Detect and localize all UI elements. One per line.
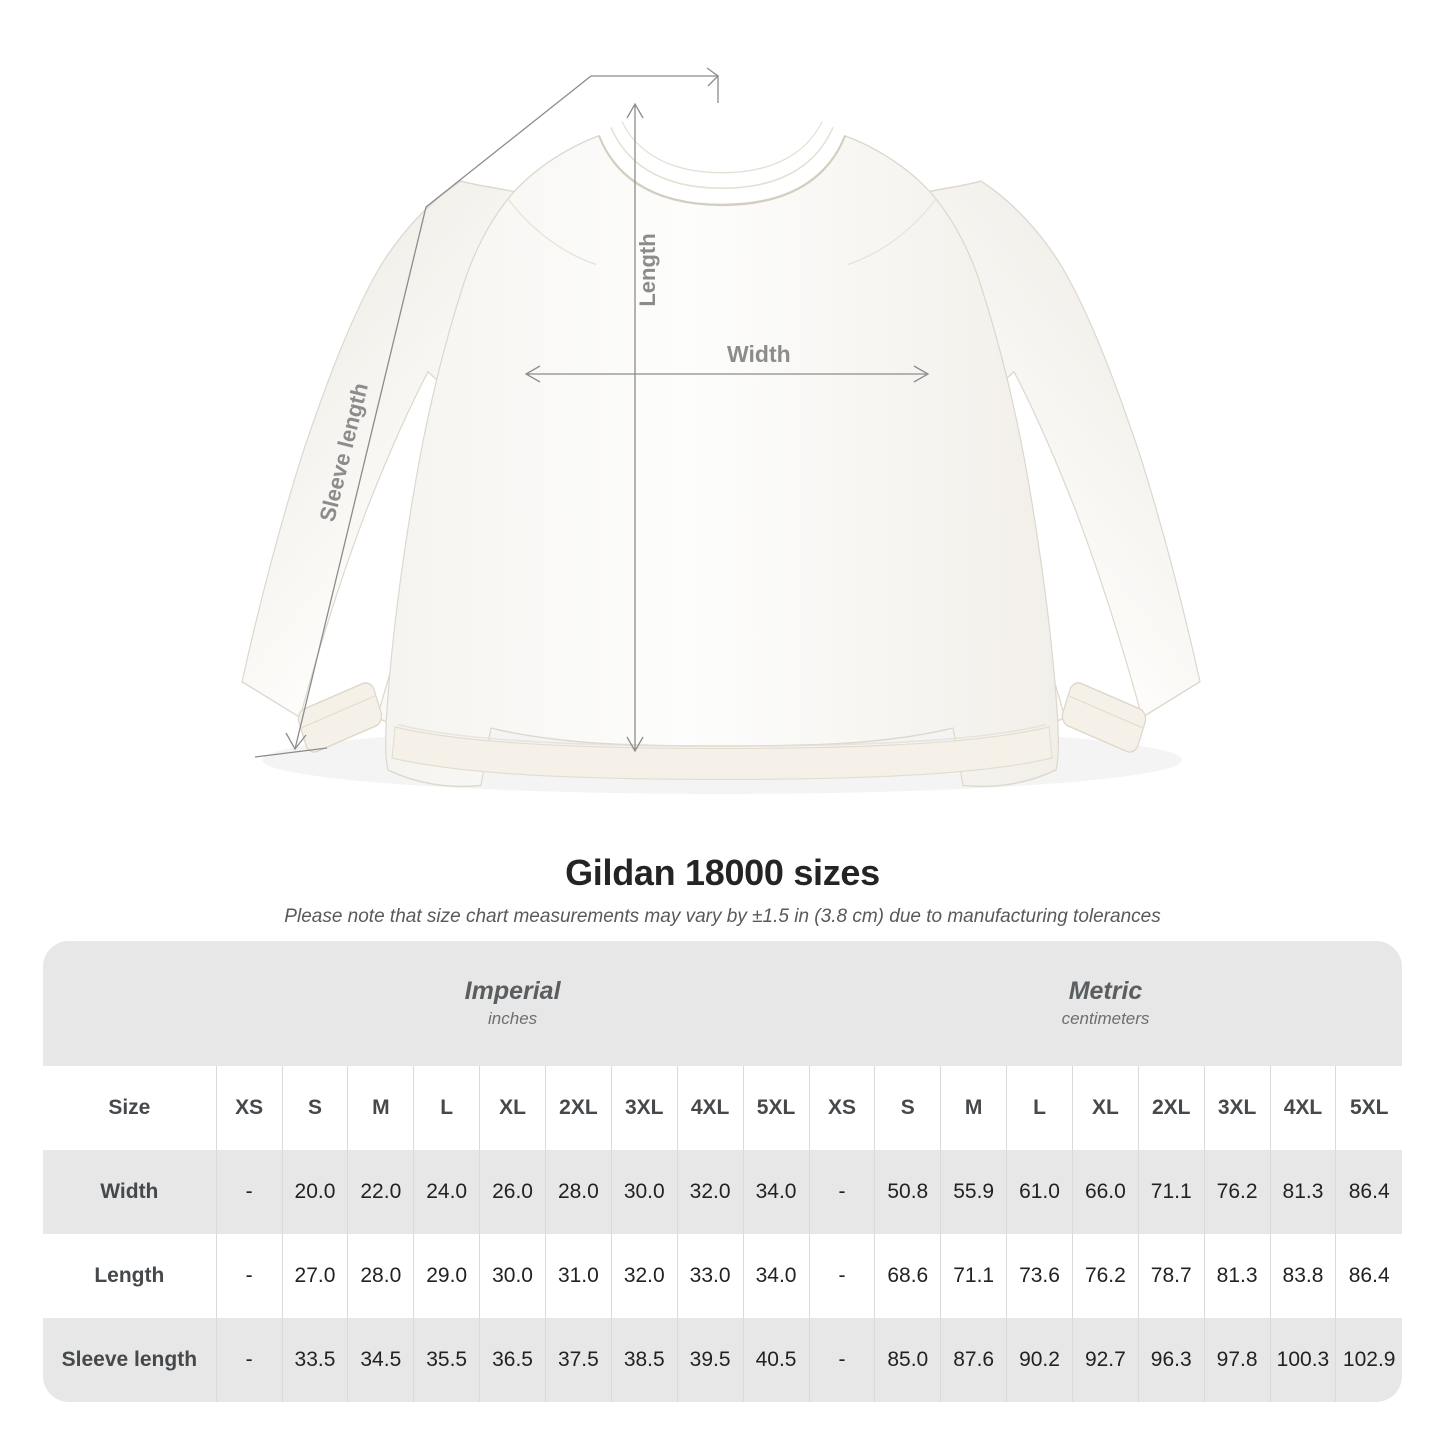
svg-text:Length: Length — [635, 233, 660, 306]
svg-text:Width: Width — [727, 341, 791, 367]
